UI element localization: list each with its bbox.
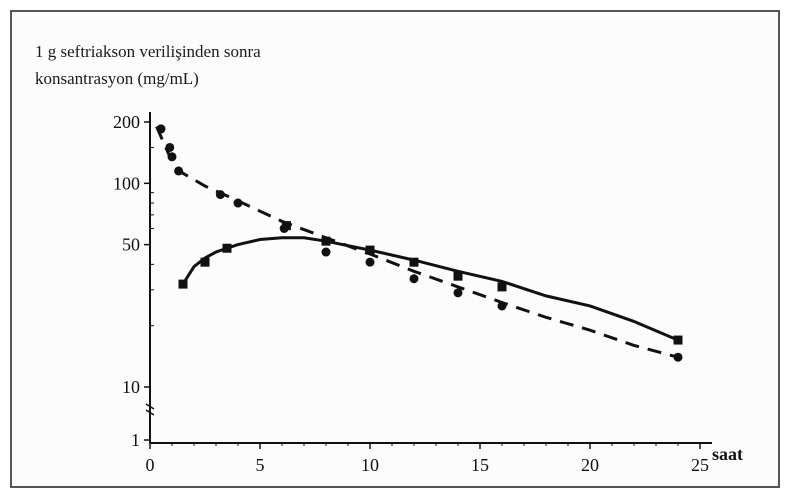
x-tick-label: 5 [256, 455, 265, 475]
series-layer [155, 124, 683, 362]
data-point-square [200, 257, 210, 267]
data-point-square [409, 257, 419, 267]
data-point-circle [453, 288, 463, 298]
x-tick-label: 20 [581, 455, 599, 475]
data-point-circle [167, 152, 177, 162]
data-point-square [281, 221, 291, 231]
series-solid [178, 221, 683, 345]
x-tick-label: 15 [471, 455, 489, 475]
data-point-square [673, 335, 683, 345]
y-axis-ticks: 200 100 50 10 1 [113, 112, 154, 450]
data-point-square [178, 279, 188, 289]
data-point-square [497, 282, 507, 292]
data-point-square [453, 271, 463, 281]
x-axis-ticks: 0 5 10 15 20 25 [146, 443, 709, 475]
y-tick-label: 10 [122, 377, 140, 397]
x-axis-unit-label: saat [712, 444, 743, 464]
dashed-curve [155, 125, 679, 359]
data-point-circle [497, 301, 507, 311]
data-point-square [321, 236, 331, 246]
x-tick-label: 25 [691, 455, 709, 475]
data-point-circle [673, 352, 683, 362]
data-point-circle [156, 124, 166, 134]
data-point-circle [165, 142, 175, 152]
series-dashed [155, 124, 683, 362]
data-point-square [222, 243, 232, 253]
data-point-circle [215, 190, 225, 200]
solid-curve [181, 236, 679, 342]
y-tick-label: 100 [113, 173, 140, 193]
data-point-circle [409, 274, 419, 284]
data-point-circle [233, 198, 243, 208]
y-tick-label: 50 [122, 235, 140, 255]
y-axis-break-mark [145, 403, 155, 416]
chart-frame [10, 10, 780, 488]
data-point-circle [365, 257, 375, 267]
y-tick-label: 200 [113, 112, 140, 132]
axes [145, 112, 712, 444]
data-point-circle [321, 247, 331, 257]
chart-title-line-2: konsantrasyon (mg/mL) [35, 69, 199, 88]
data-point-circle [174, 166, 184, 176]
data-point-square [365, 245, 375, 255]
chart-title-line-1: 1 g seftriakson verilişinden sonra [35, 42, 261, 61]
y-tick-label: 1 [131, 430, 140, 450]
x-tick-label: 0 [146, 455, 155, 475]
x-tick-label: 10 [361, 455, 379, 475]
